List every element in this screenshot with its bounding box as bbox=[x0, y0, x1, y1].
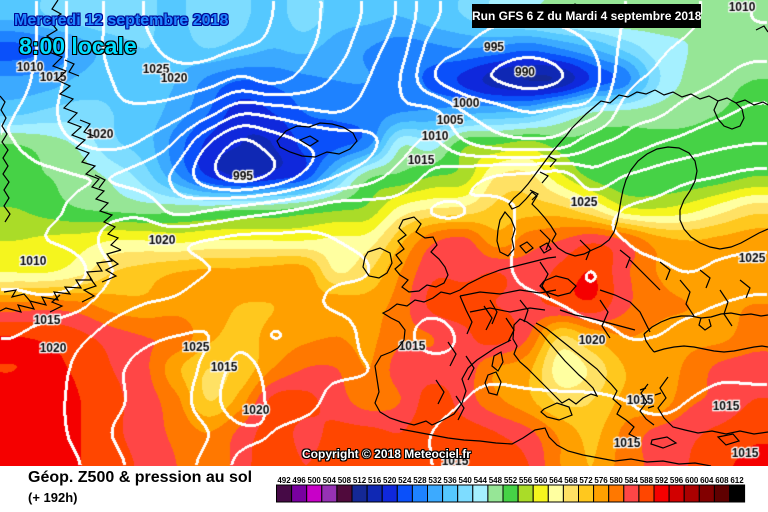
svg-text:608: 608 bbox=[715, 476, 729, 485]
svg-text:500: 500 bbox=[308, 476, 322, 485]
svg-text:568: 568 bbox=[564, 476, 578, 485]
svg-text:492: 492 bbox=[277, 476, 291, 485]
svg-text:588: 588 bbox=[640, 476, 654, 485]
svg-text:524: 524 bbox=[398, 476, 412, 485]
svg-text:612: 612 bbox=[730, 476, 744, 485]
svg-text:504: 504 bbox=[323, 476, 337, 485]
svg-text:600: 600 bbox=[685, 476, 699, 485]
svg-text:496: 496 bbox=[292, 476, 306, 485]
svg-text:544: 544 bbox=[474, 476, 488, 485]
svg-text:560: 560 bbox=[534, 476, 548, 485]
svg-text:520: 520 bbox=[383, 476, 397, 485]
svg-text:572: 572 bbox=[579, 476, 593, 485]
svg-text:576: 576 bbox=[594, 476, 608, 485]
svg-text:528: 528 bbox=[413, 476, 427, 485]
svg-text:532: 532 bbox=[428, 476, 442, 485]
svg-text:516: 516 bbox=[368, 476, 382, 485]
svg-text:508: 508 bbox=[338, 476, 352, 485]
svg-text:604: 604 bbox=[700, 476, 714, 485]
svg-text:580: 580 bbox=[610, 476, 624, 485]
svg-text:592: 592 bbox=[655, 476, 669, 485]
svg-text:548: 548 bbox=[489, 476, 503, 485]
svg-text:556: 556 bbox=[519, 476, 533, 485]
svg-text:512: 512 bbox=[353, 476, 367, 485]
svg-text:564: 564 bbox=[549, 476, 563, 485]
svg-text:584: 584 bbox=[625, 476, 639, 485]
svg-text:596: 596 bbox=[670, 476, 684, 485]
svg-text:552: 552 bbox=[504, 476, 518, 485]
svg-text:536: 536 bbox=[443, 476, 457, 485]
svg-text:540: 540 bbox=[459, 476, 473, 485]
